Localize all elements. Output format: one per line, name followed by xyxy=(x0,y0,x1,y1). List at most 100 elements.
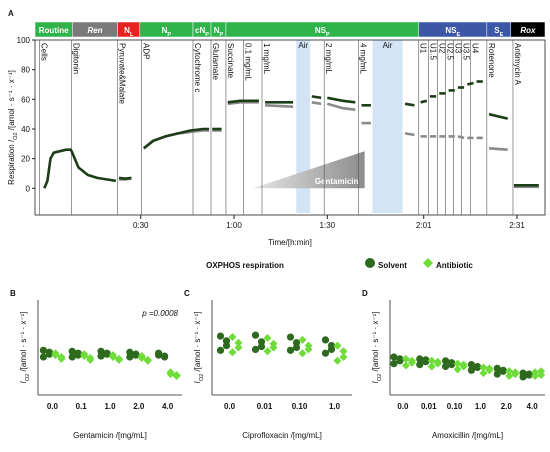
text-part: Ciprofloxacin /[mg/mL] xyxy=(242,431,322,440)
x-tick-label: 4.0 xyxy=(162,402,174,411)
dot xyxy=(321,349,330,357)
event-label: Cytochrome c xyxy=(193,43,202,92)
y-axis-label: IO2 /[amol · s⁻¹ · x⁻¹] xyxy=(371,312,383,384)
text-part: O2 xyxy=(199,374,205,381)
dot xyxy=(251,345,260,353)
dot xyxy=(68,353,76,361)
trace xyxy=(457,135,465,140)
text-part: S xyxy=(494,26,500,35)
text-part: N xyxy=(162,26,168,35)
y-tick-label: 20 xyxy=(21,155,30,164)
text-part: I xyxy=(7,139,16,142)
y-axis-label: Respiration IO2 /[amol · s⁻¹ · x⁻¹] xyxy=(7,70,19,185)
y-tick-label: 80 xyxy=(21,66,30,75)
x-tick-label: 0.01 xyxy=(421,402,437,411)
protocol-label: cNP xyxy=(195,26,209,38)
dot xyxy=(467,366,476,374)
dot xyxy=(216,332,225,340)
dot xyxy=(45,348,54,356)
x-axis-label: Ciprofloxacin /[mg/mL] xyxy=(242,431,322,440)
dot xyxy=(51,351,60,360)
dot xyxy=(531,372,540,380)
dot xyxy=(453,365,462,374)
event-label: 0.1 mg/mL xyxy=(243,43,252,81)
panel-letter: D xyxy=(362,289,368,298)
text-part: P xyxy=(219,32,223,38)
dot xyxy=(427,362,436,371)
dot xyxy=(74,349,82,357)
event-label: U1.5 xyxy=(429,43,438,60)
x-axis-label: Time/[h:min] xyxy=(268,238,312,247)
legend-marker xyxy=(365,258,375,268)
dot xyxy=(333,341,342,350)
x-tick-label: 0.10 xyxy=(292,402,308,411)
dot xyxy=(433,357,442,366)
event-label: U2 xyxy=(438,43,447,54)
dot xyxy=(390,353,398,361)
dot xyxy=(103,349,111,357)
protocol-label: Rox xyxy=(520,26,536,35)
dot xyxy=(396,355,404,363)
text-part: Rox xyxy=(520,26,536,35)
dot xyxy=(161,353,169,361)
event-label: ADP xyxy=(142,43,151,59)
dot xyxy=(499,366,507,374)
protocol-label: NSP xyxy=(315,26,330,38)
dot xyxy=(453,359,462,368)
dot xyxy=(132,350,140,358)
dot xyxy=(427,356,436,365)
x-tick-label: 4.0 xyxy=(527,402,539,411)
event-label: U1 xyxy=(419,43,428,54)
panel-letter: C xyxy=(184,289,190,298)
dot xyxy=(115,355,123,364)
dot xyxy=(447,359,456,367)
text-part: P xyxy=(326,32,330,38)
dot xyxy=(172,372,181,380)
dot xyxy=(467,361,476,369)
text-part: P xyxy=(167,32,171,38)
dot xyxy=(422,356,430,364)
dot xyxy=(537,367,546,376)
trace xyxy=(488,147,508,151)
text-part: N xyxy=(124,26,130,35)
trace xyxy=(227,99,259,104)
dot xyxy=(485,364,494,373)
dot xyxy=(39,353,48,361)
dot xyxy=(126,353,134,361)
dot xyxy=(525,370,533,378)
y-tick-label: 0 xyxy=(26,184,31,193)
x-tick-label: 2:31 xyxy=(509,221,525,230)
x-tick-label: 2.0 xyxy=(501,402,513,411)
dot xyxy=(263,347,272,356)
dot xyxy=(390,360,398,368)
air-region xyxy=(296,40,311,213)
trace xyxy=(265,104,294,108)
text-part: O2 xyxy=(25,374,31,381)
dot xyxy=(401,354,410,363)
text-part: NS xyxy=(315,26,327,35)
x-tick-label: 1:00 xyxy=(226,221,242,230)
dot xyxy=(298,335,307,344)
dot xyxy=(416,361,424,369)
text-part: O2 xyxy=(13,132,19,139)
plot-frame xyxy=(34,39,546,216)
legend: OXPHOS respiration xyxy=(206,261,284,270)
panel-letter: A xyxy=(8,9,14,18)
dot xyxy=(39,346,48,354)
dot xyxy=(304,341,313,350)
text-part: NS xyxy=(445,26,457,35)
dot xyxy=(263,334,272,342)
dot xyxy=(321,336,330,344)
text-part: /[amol · s⁻¹ · x⁻¹] xyxy=(19,312,28,374)
p-value: p =0.0008 xyxy=(141,309,178,318)
x-tick-label: 0.01 xyxy=(257,402,273,411)
dot xyxy=(441,362,450,371)
trace xyxy=(311,101,322,106)
event-label: 4 mg/mL xyxy=(358,43,367,75)
event-label: Succinate xyxy=(226,43,235,79)
dot xyxy=(493,370,501,378)
text-part: I xyxy=(19,380,28,383)
text-part: Time/[h:min] xyxy=(268,238,312,247)
dot xyxy=(228,333,237,342)
protocol-label: SE xyxy=(494,26,503,38)
